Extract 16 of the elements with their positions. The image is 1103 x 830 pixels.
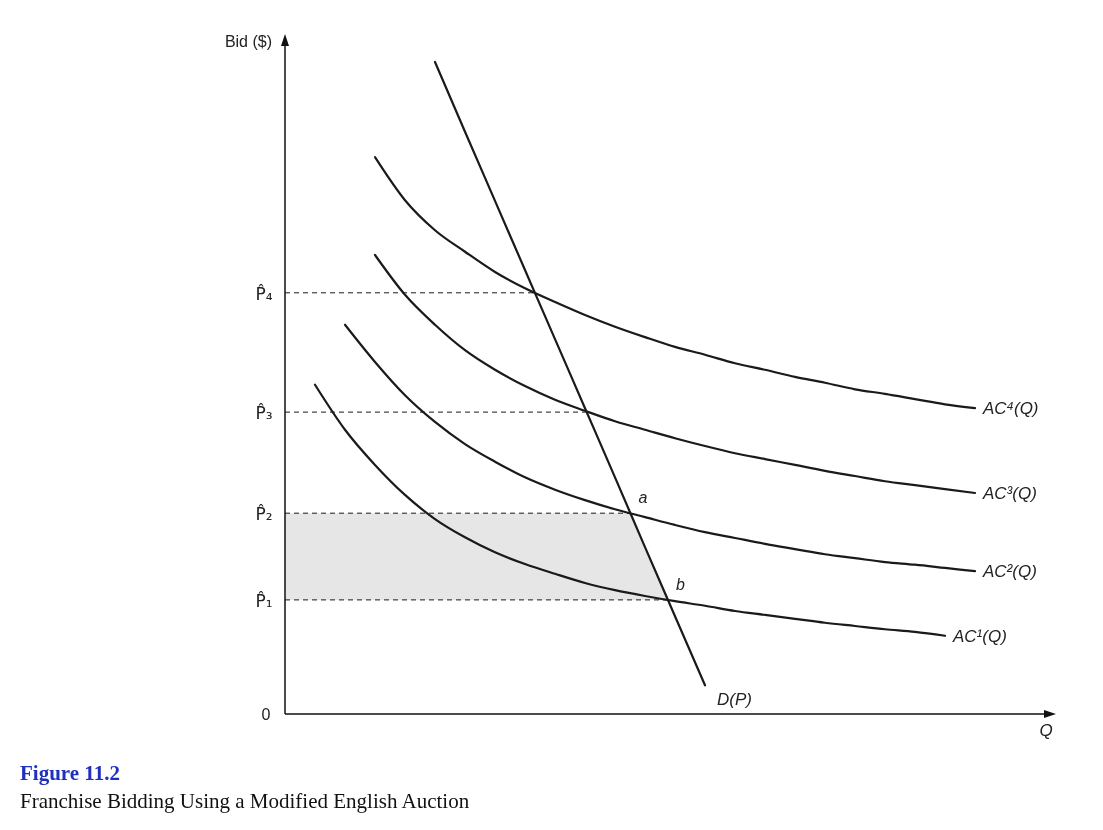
y-axis-title: Bid ($) xyxy=(224,33,272,50)
ref-line-label: P̂₄ xyxy=(255,283,273,304)
annotation: b xyxy=(675,575,685,593)
annotation: a xyxy=(638,489,648,507)
ref-line-label: P̂₃ xyxy=(255,403,273,424)
text: 0 xyxy=(261,706,271,723)
series-label: AC¹(Q) xyxy=(952,626,1007,646)
series-label: AC²(Q) xyxy=(982,562,1037,582)
series-label: D(P) xyxy=(717,690,752,710)
ref-line-label: P̂₂ xyxy=(255,504,273,525)
series-label: AC⁴(Q) xyxy=(982,399,1039,419)
text: Franchise Bidding Using a Modified English Auction xyxy=(20,789,470,813)
series-label: AC³(Q) xyxy=(982,483,1037,503)
text: Figure 11.2 xyxy=(20,761,120,785)
x-axis-title: Q xyxy=(1039,721,1053,740)
ref-line-label: P̂₁ xyxy=(255,590,273,611)
